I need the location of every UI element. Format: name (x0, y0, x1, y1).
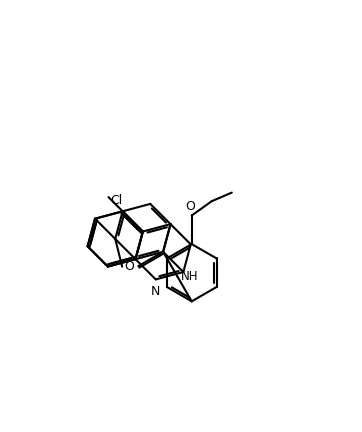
Text: O: O (124, 260, 134, 273)
Text: Cl: Cl (110, 194, 122, 207)
Text: NH: NH (181, 270, 198, 283)
Text: N: N (151, 285, 160, 298)
Text: O: O (185, 200, 195, 213)
